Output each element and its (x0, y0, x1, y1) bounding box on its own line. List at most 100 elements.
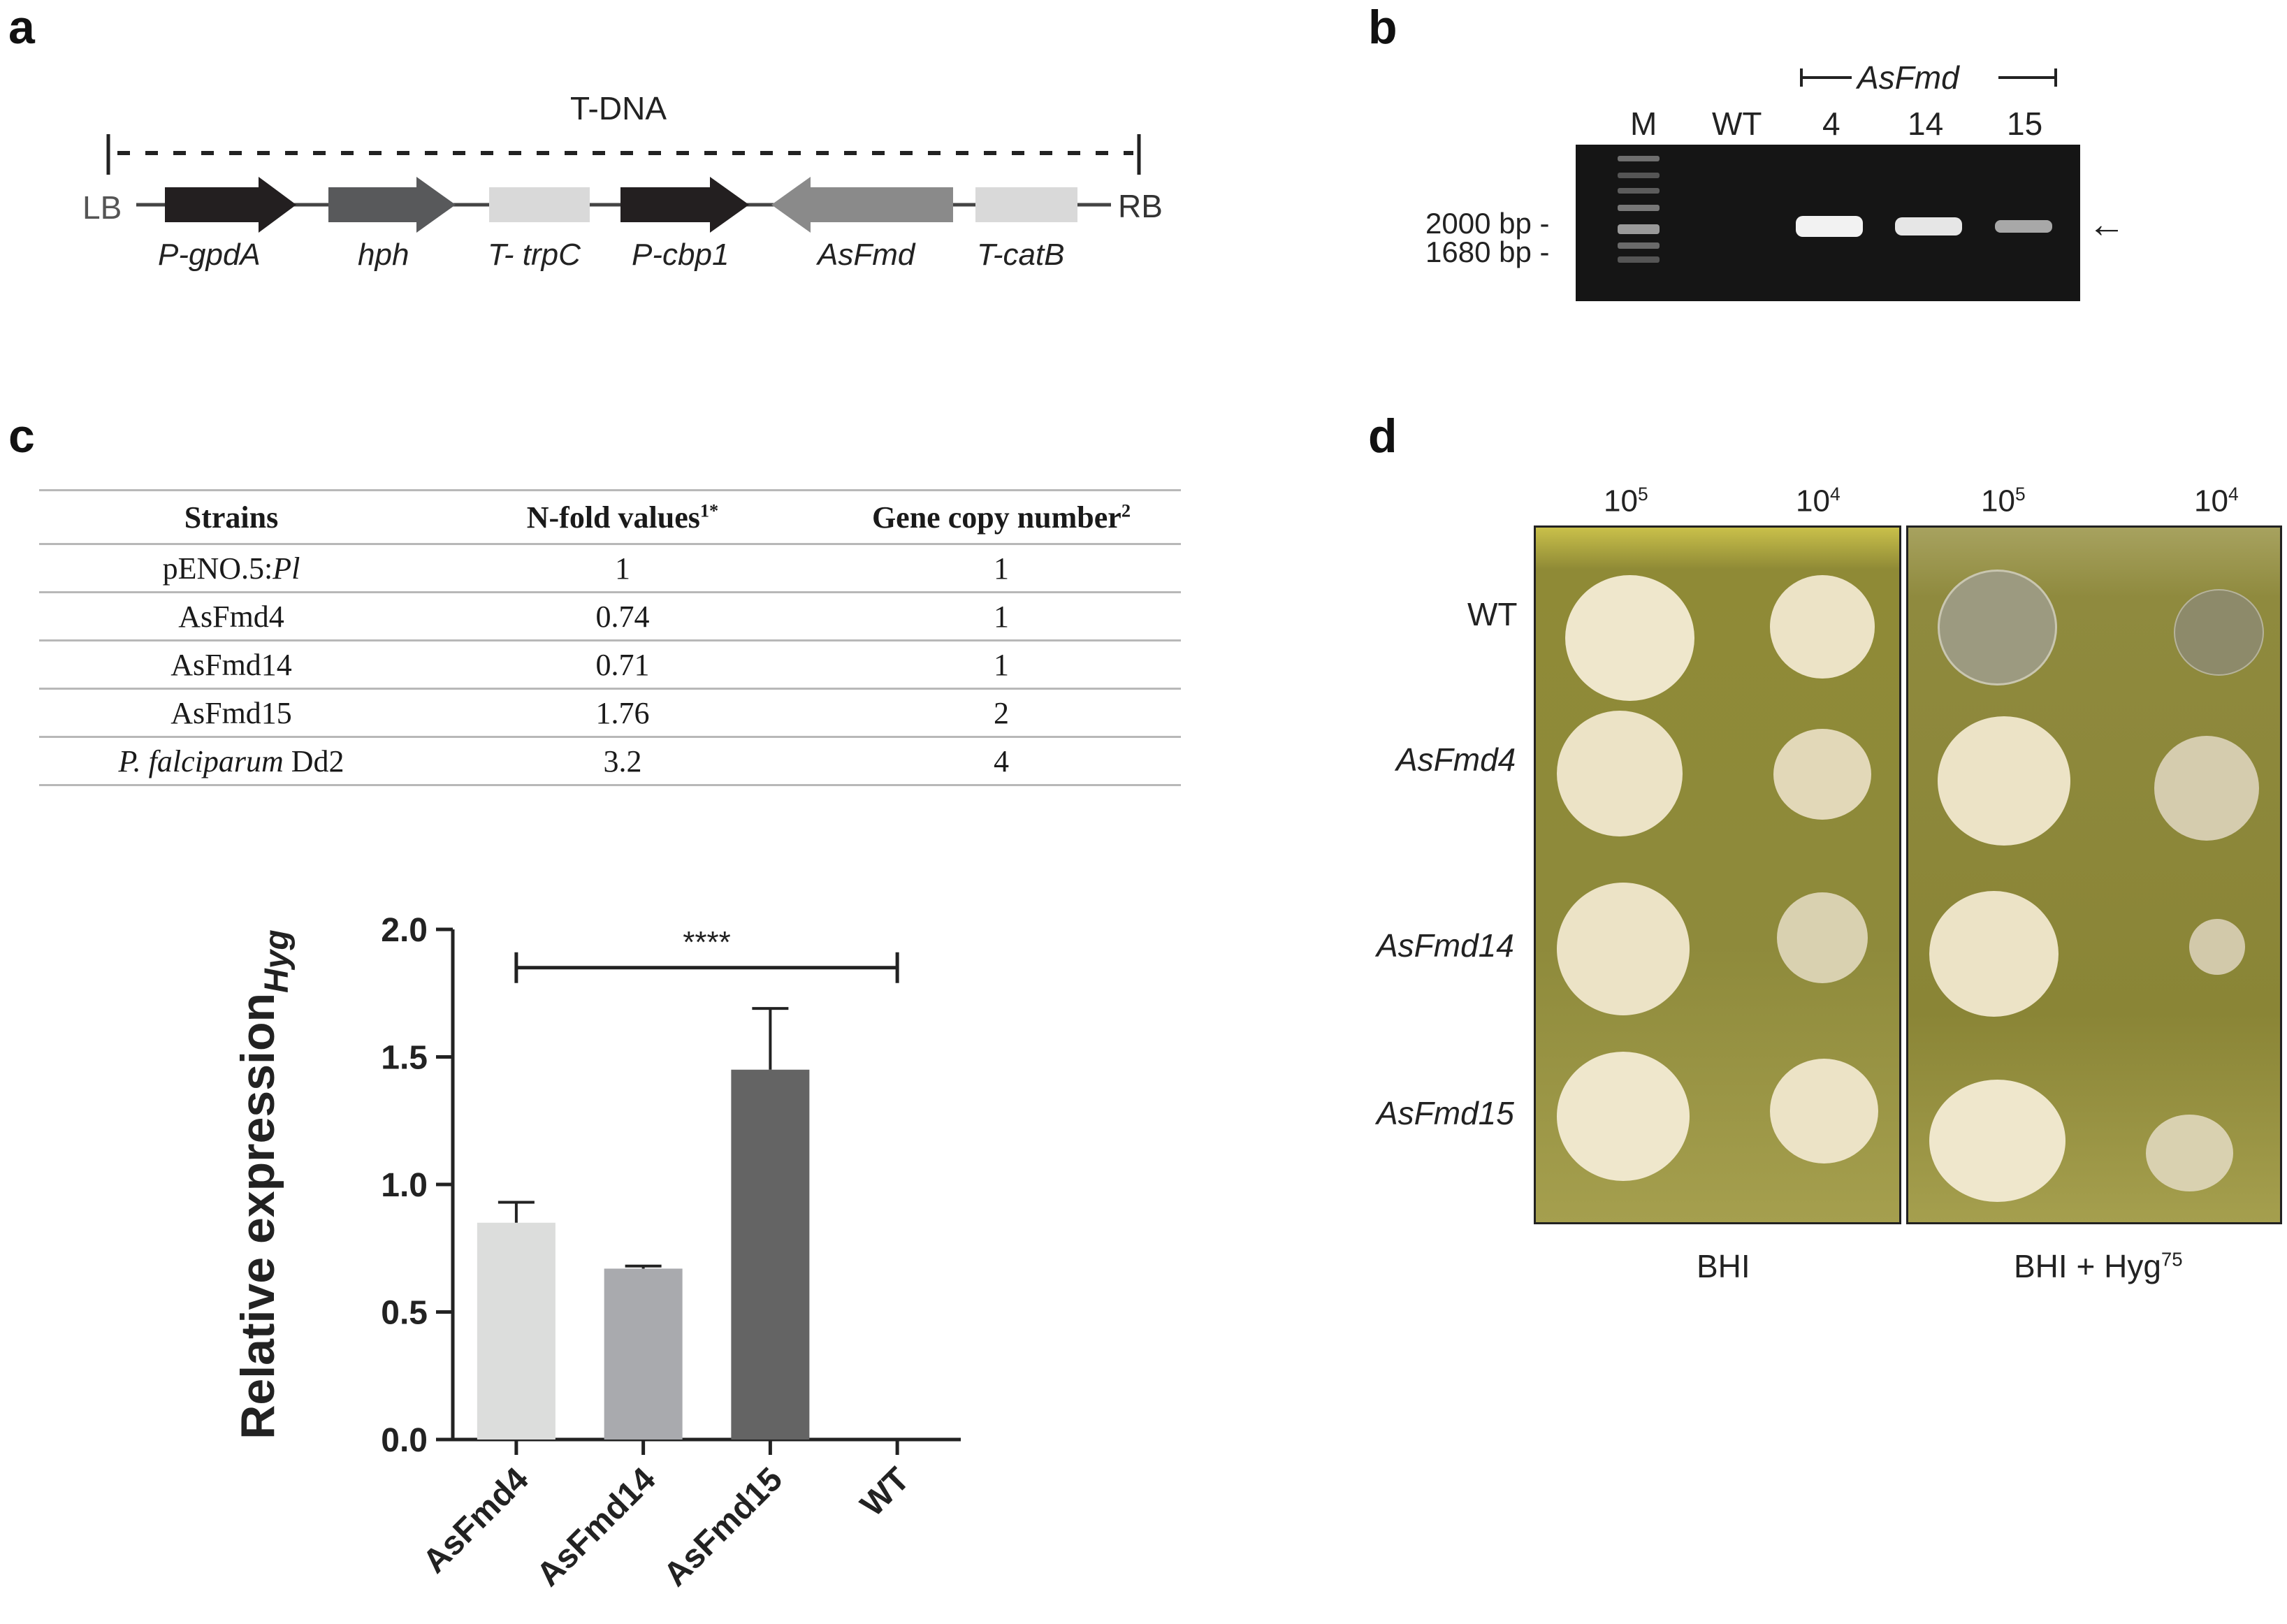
strain-cell: pENO.5:Pl (162, 551, 300, 586)
dilution-label: 105 (1604, 484, 1648, 519)
colony (1938, 570, 2057, 686)
x-tick-label: AsFmd15 (657, 1460, 790, 1593)
nfold-cell: 3.2 (603, 744, 642, 778)
element-t-trpc (489, 187, 590, 222)
panel-letter-b: b (1368, 1, 1397, 54)
gel-image (1576, 145, 2080, 301)
colony (1557, 883, 1690, 1015)
gel-lane-label: 14 (1908, 106, 1944, 142)
strain-cell: P. falciparum Dd2 (118, 744, 344, 778)
y-tick-label: 2.0 (381, 912, 428, 949)
nfold-cell: 1 (615, 551, 630, 586)
expression-bar-chart: 0.0 0.5 1.0 1.5 2.0 Relative expressionHyg AsF… (231, 912, 961, 1594)
colony (1770, 1059, 1878, 1163)
y-tick-label: 1.5 (381, 1040, 428, 1077)
colony (1557, 711, 1683, 836)
size-marker-label: 1680 bp - (1425, 235, 1550, 268)
table-header-cell: Gene copy number2 (871, 499, 1131, 535)
colony (2146, 1115, 2233, 1191)
gel-lane-label: 15 (2007, 106, 2043, 142)
x-tick-label: WT (854, 1460, 917, 1523)
dilution-label: 104 (2194, 484, 2239, 519)
bar (477, 1222, 556, 1440)
gel-group-bracket (1800, 68, 2057, 87)
element-label: P-gpdA (158, 238, 261, 272)
y-axis-label: Relative expressionHyg (231, 929, 296, 1439)
element-label: T-catB (977, 238, 1065, 272)
x-tick-label: AsFmd14 (530, 1460, 662, 1593)
gel-lane-label: WT (1712, 106, 1762, 142)
nfold-cell: 0.71 (595, 647, 650, 682)
table-header-row: Strains N-fold values1* Gene copy number… (39, 489, 1181, 545)
copies-cell: 2 (994, 695, 1009, 730)
colony (2174, 589, 2264, 676)
y-tick-label: 0.5 (381, 1295, 428, 1332)
size-marker-label: 2000 bp - (1425, 207, 1550, 240)
colony (1773, 729, 1871, 820)
tdna-title: T-DNA (570, 90, 667, 126)
colony (2154, 736, 2259, 841)
copies-cell: 1 (994, 599, 1009, 634)
element-label: P-cbp1 (632, 238, 729, 272)
strain-row-label: WT (1467, 596, 1518, 632)
element-t-catb (975, 187, 1077, 222)
strain-row-label: AsFmd4 (1396, 741, 1516, 778)
dilution-label: 105 (1981, 484, 2026, 519)
table-header-cell: Strains (184, 500, 279, 535)
colony (1929, 891, 2059, 1017)
colony (1929, 1080, 2065, 1202)
plate-bhi-hyg (1906, 525, 2282, 1224)
medium-label: BHI + Hyg75 (2014, 1248, 2183, 1284)
y-tick-label: 0.0 (381, 1422, 428, 1459)
strain-cell: AsFmd15 (170, 695, 292, 730)
table-row: AsFmd15 1.76 2 (39, 690, 1181, 738)
colony (1777, 892, 1868, 983)
element-asfmd (771, 177, 953, 233)
strain-cell: AsFmd4 (178, 599, 284, 634)
nfold-cell: 1.76 (595, 695, 650, 730)
significance-label: **** (683, 925, 731, 959)
band-lane-4 (1796, 216, 1863, 237)
colony (2189, 919, 2245, 975)
copies-cell: 1 (994, 551, 1009, 586)
nfold-cell: 0.74 (595, 599, 650, 634)
colony (1938, 716, 2070, 846)
element-label: T- trpC (488, 238, 581, 272)
element-hph (328, 177, 456, 233)
strain-row-label: AsFmd14 (1377, 927, 1514, 964)
copies-cell: 1 (994, 647, 1009, 682)
table-row: AsFmd4 0.74 1 (39, 593, 1181, 641)
strain-cell: AsFmd14 (170, 647, 292, 682)
gel-lane-label: M (1630, 106, 1657, 142)
x-tick-label: AsFmd4 (416, 1460, 536, 1581)
copy-number-table: Strains N-fold values1* Gene copy number… (39, 489, 1181, 786)
dilution-label: 104 (1796, 484, 1841, 519)
construct-elements (165, 177, 1077, 233)
table-row: AsFmd14 0.71 1 (39, 641, 1181, 690)
element-p-cbp1 (620, 177, 749, 233)
band-arrow: ← (2088, 203, 2126, 245)
gel-lane-label: 4 (1822, 106, 1841, 142)
medium-label: BHI (1697, 1248, 1750, 1284)
band-lane-15 (1995, 220, 2052, 233)
bar (731, 1069, 810, 1440)
panel-letter-c: c (8, 409, 35, 463)
gel-group-label: AsFmd (1857, 59, 1959, 96)
element-label: AsFmd (818, 238, 915, 272)
table-row: pENO.5:Pl 1 1 (39, 545, 1181, 593)
strain-row-label: AsFmd15 (1377, 1095, 1514, 1131)
table-header-cell: N-fold values1* (526, 499, 719, 535)
colony (1557, 1052, 1690, 1181)
left-border-label: LB (82, 189, 122, 226)
bar (604, 1268, 683, 1440)
y-tick-label: 1.0 (381, 1167, 428, 1204)
element-p-gpda (165, 177, 296, 233)
panel-letter-d: d (1368, 409, 1397, 463)
colony (1565, 575, 1694, 701)
copies-cell: 4 (994, 744, 1009, 778)
table-row: P. falciparum Dd2 3.2 4 (39, 738, 1181, 786)
plate-bhi (1534, 525, 1901, 1224)
panel-letter-a: a (8, 1, 35, 54)
element-label: hph (358, 238, 409, 272)
colony (1770, 575, 1875, 679)
